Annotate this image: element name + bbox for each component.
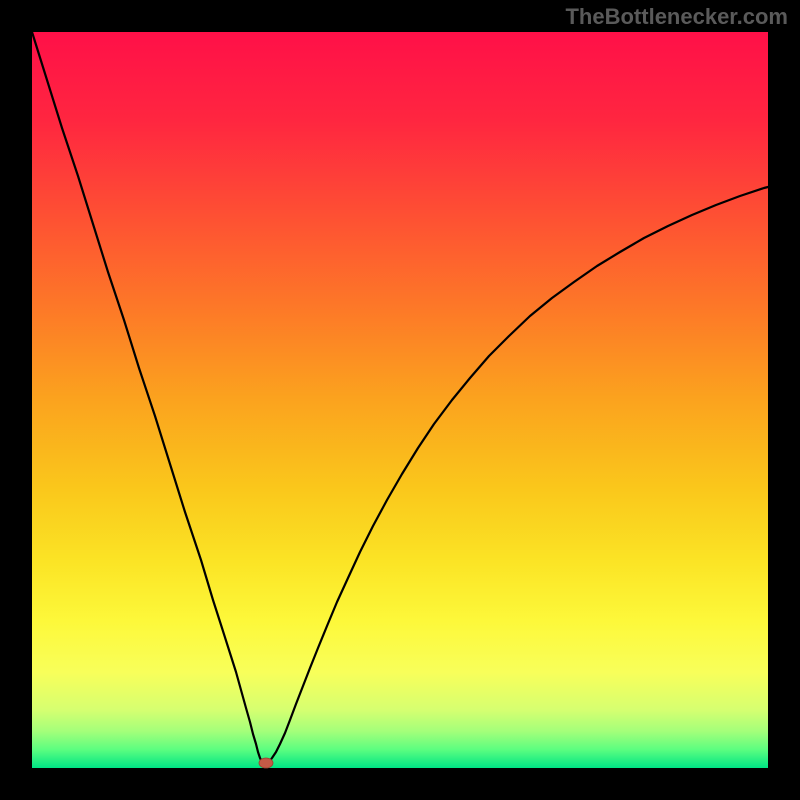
chart-background — [32, 32, 768, 768]
chart-svg — [0, 0, 800, 800]
optimal-point-marker — [259, 758, 273, 768]
watermark-text: TheBottlenecker.com — [565, 4, 788, 30]
chart-container: TheBottlenecker.com — [0, 0, 800, 800]
